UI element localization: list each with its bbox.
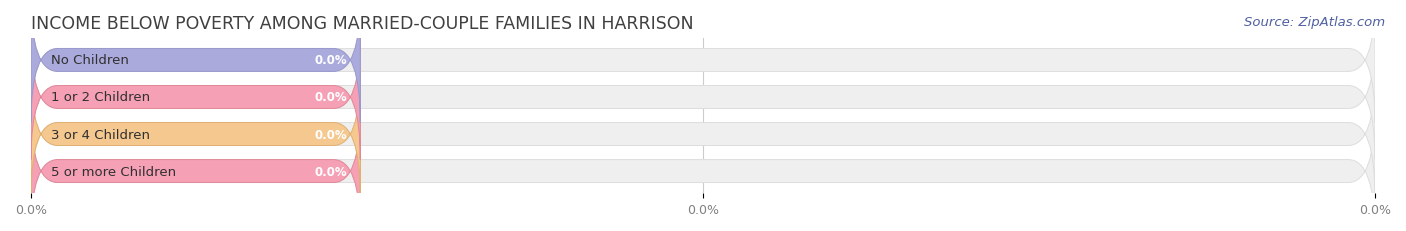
Text: No Children: No Children	[51, 54, 129, 67]
Text: INCOME BELOW POVERTY AMONG MARRIED-COUPLE FAMILIES IN HARRISON: INCOME BELOW POVERTY AMONG MARRIED-COUPL…	[31, 15, 693, 33]
Text: 0.0%: 0.0%	[314, 54, 347, 67]
FancyBboxPatch shape	[31, 109, 1375, 231]
FancyBboxPatch shape	[31, 0, 360, 123]
Text: 0.0%: 0.0%	[314, 165, 347, 178]
FancyBboxPatch shape	[31, 35, 1375, 160]
Text: 0.0%: 0.0%	[314, 128, 347, 141]
FancyBboxPatch shape	[31, 72, 1375, 197]
Text: 3 or 4 Children: 3 or 4 Children	[51, 128, 150, 141]
Text: 1 or 2 Children: 1 or 2 Children	[51, 91, 150, 104]
FancyBboxPatch shape	[31, 72, 360, 197]
Text: Source: ZipAtlas.com: Source: ZipAtlas.com	[1244, 16, 1385, 29]
Text: 5 or more Children: 5 or more Children	[51, 165, 176, 178]
FancyBboxPatch shape	[31, 0, 1375, 123]
FancyBboxPatch shape	[31, 109, 360, 231]
FancyBboxPatch shape	[31, 35, 360, 160]
Text: 0.0%: 0.0%	[314, 91, 347, 104]
